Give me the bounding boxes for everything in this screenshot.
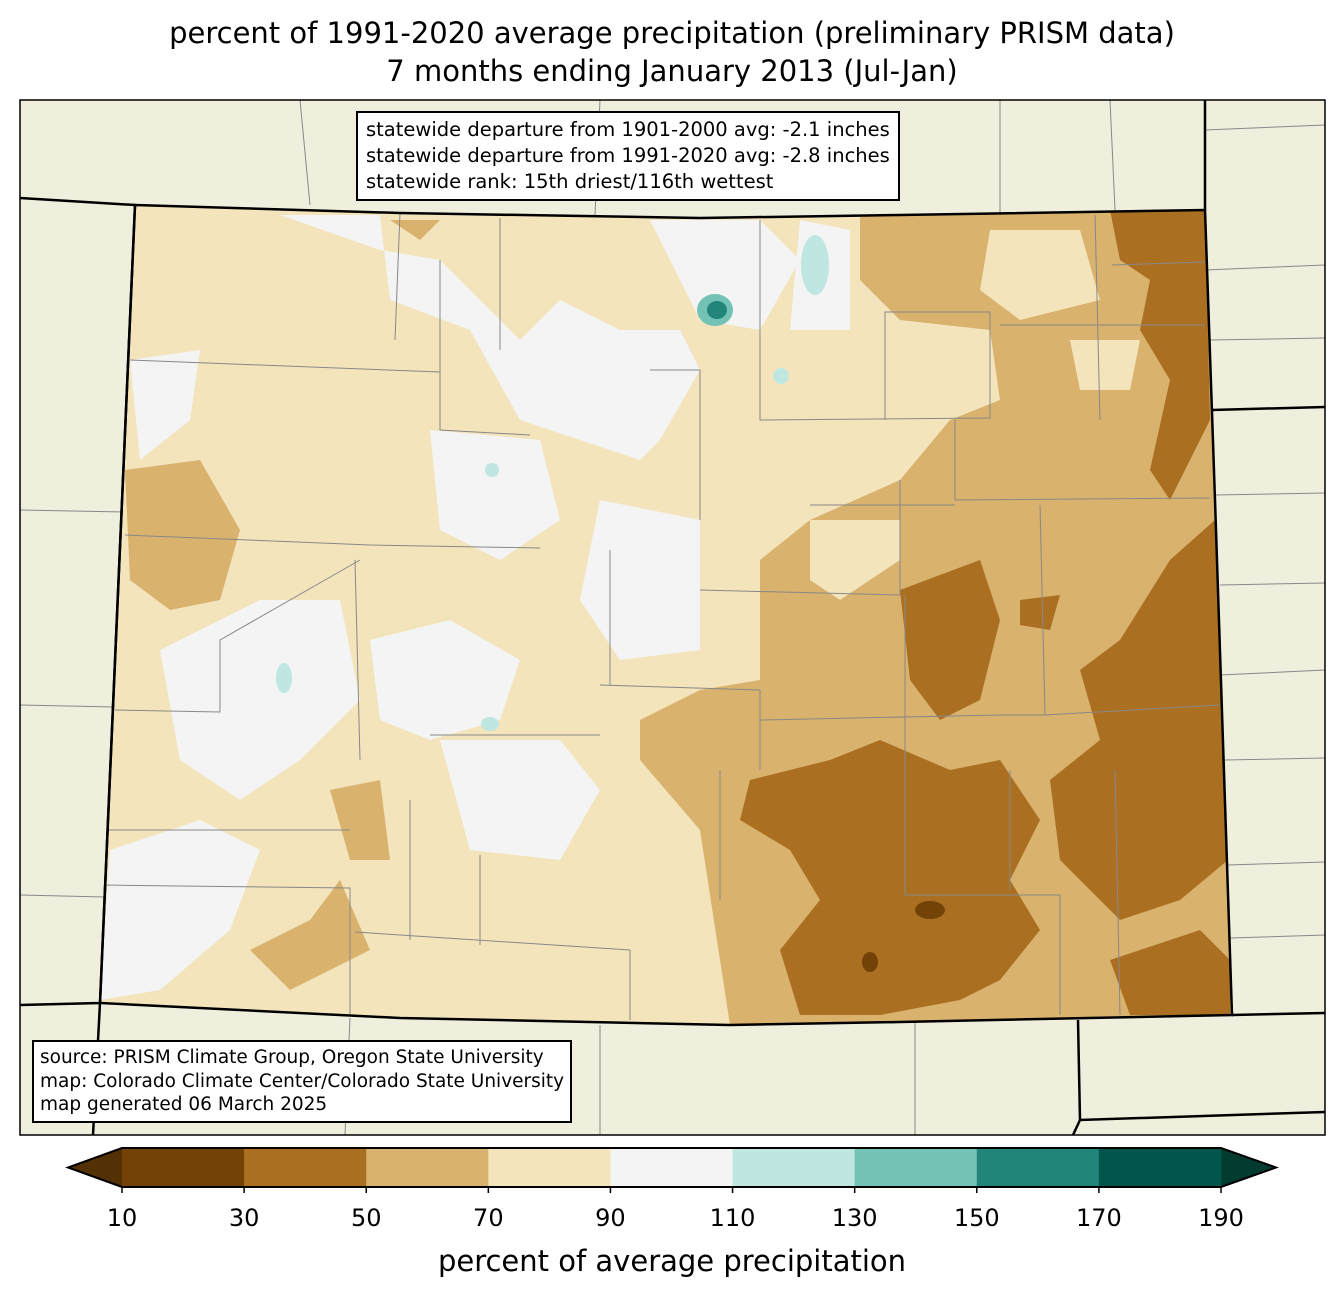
near-normal-areas xyxy=(100,215,850,1000)
source-line: source: PRISM Climate Group, Oregon Stat… xyxy=(40,1047,544,1068)
colorbar-tick-label: 150 xyxy=(953,1204,1000,1232)
departure-1901-2000: statewide departure from 1901-2000 avg: … xyxy=(366,118,890,141)
colorbar-segment xyxy=(122,1148,245,1187)
departure-1991-2020: statewide departure from 1991-2020 avg: … xyxy=(366,144,890,167)
statewide-rank: statewide rank: 15th driest/116th wettes… xyxy=(366,170,774,193)
colorbar-tick-label: 130 xyxy=(831,1204,878,1232)
colorbar-segment xyxy=(244,1148,367,1187)
light-areas-east xyxy=(810,230,1140,600)
source-box: source: PRISM Climate Group, Oregon Stat… xyxy=(32,1040,573,1123)
very-dry-areas xyxy=(862,901,945,972)
generated-date-line: map generated 06 March 2025 xyxy=(40,1094,328,1115)
colorbar-tick-label: 30 xyxy=(228,1204,260,1232)
colorbar-under-arrow xyxy=(68,1148,122,1187)
colorbar-over-arrow xyxy=(1221,1148,1276,1187)
statewide-stats-box: statewide departure from 1901-2000 avg: … xyxy=(356,111,900,201)
colorbar-tick-label: 110 xyxy=(709,1204,756,1232)
dry-areas xyxy=(740,210,1230,1015)
colorbar-segment xyxy=(854,1148,978,1187)
map-title-line1: percent of 1991-2020 average precipitati… xyxy=(169,16,1175,50)
state-borders xyxy=(19,100,1326,1136)
colorbar-label: percent of average precipitation xyxy=(437,1244,907,1278)
county-lines xyxy=(100,212,1221,1020)
wet-areas xyxy=(276,235,829,731)
precipitation-fill xyxy=(100,205,1232,1025)
map-title-line2: 7 months ending January 2013 (Jul-Jan) xyxy=(386,54,958,88)
colorbar-segment xyxy=(610,1148,734,1187)
colorbar-segment xyxy=(976,1148,1100,1187)
colorbar-tick-label: 70 xyxy=(473,1204,504,1232)
colorbar-tick-label: 10 xyxy=(106,1204,138,1232)
map-frame xyxy=(19,99,1326,1136)
colorbar-tick-label: 50 xyxy=(350,1204,382,1232)
map-credit-line: map: Colorado Climate Center/Colorado St… xyxy=(40,1070,565,1092)
neighbor-county-lines xyxy=(20,100,1325,1135)
colorbar-tick-label: 190 xyxy=(1198,1204,1244,1232)
colorbar xyxy=(65,1147,1279,1193)
colorbar-segment xyxy=(732,1148,856,1187)
colorbar-tick-label: 90 xyxy=(595,1204,626,1232)
colorbar-segment xyxy=(1098,1148,1222,1187)
colorbar-segment xyxy=(488,1148,611,1187)
colorbar-tick-label: 170 xyxy=(1075,1204,1122,1232)
colorbar-segment xyxy=(366,1148,489,1187)
